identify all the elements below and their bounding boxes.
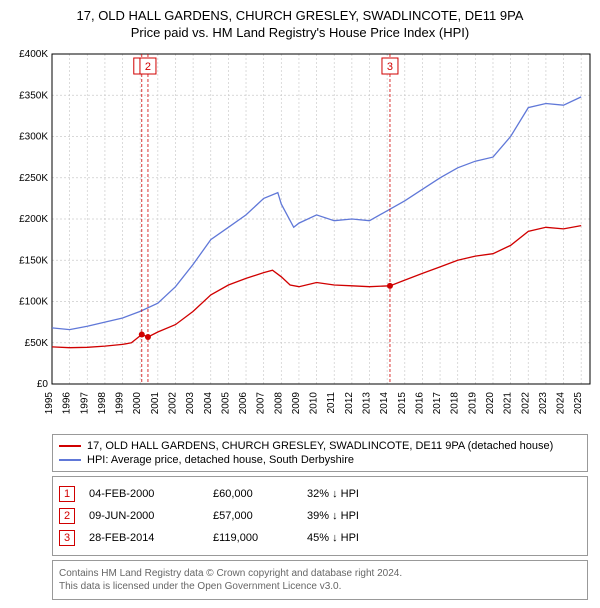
svg-text:2004: 2004 xyxy=(203,391,214,414)
svg-text:£250K: £250K xyxy=(19,173,48,184)
legend-swatch xyxy=(59,459,81,461)
svg-text:2: 2 xyxy=(145,61,151,73)
legend-label: 17, OLD HALL GARDENS, CHURCH GRESLEY, SW… xyxy=(87,440,553,452)
svg-text:2012: 2012 xyxy=(344,391,355,414)
svg-text:£100K: £100K xyxy=(19,296,48,307)
chart-svg: £0 £50K £100K £150K £200K £250K £300K £350K £400… xyxy=(4,48,596,428)
svg-text:1998: 1998 xyxy=(97,391,108,414)
svg-text:1995: 1995 xyxy=(44,391,55,414)
sale-marker-icon: 3 xyxy=(59,530,75,546)
svg-text:£50K: £50K xyxy=(25,338,49,349)
svg-text:2022: 2022 xyxy=(520,391,531,414)
svg-text:£350K: £350K xyxy=(19,90,48,101)
sale-diff: 39% ↓ HPI xyxy=(307,510,417,522)
svg-text:£150K: £150K xyxy=(19,255,48,266)
legend-label: HPI: Average price, detached house, Sout… xyxy=(87,454,354,466)
sale-marker-icon: 1 xyxy=(59,486,75,502)
svg-text:1999: 1999 xyxy=(115,391,126,414)
title-line-2: Price paid vs. HM Land Registry's House … xyxy=(4,25,596,42)
svg-text:£300K: £300K xyxy=(19,131,48,142)
sales-row: 3 28-FEB-2014 £119,000 45% ↓ HPI xyxy=(59,527,581,549)
sale-marker-icon: 2 xyxy=(59,508,75,524)
svg-text:£0: £0 xyxy=(37,379,49,390)
svg-text:2017: 2017 xyxy=(432,391,443,414)
svg-text:2013: 2013 xyxy=(362,391,373,414)
sale-price: £60,000 xyxy=(213,488,293,500)
svg-text:2007: 2007 xyxy=(256,391,267,414)
svg-text:2016: 2016 xyxy=(414,391,425,414)
svg-text:3: 3 xyxy=(387,61,393,73)
svg-text:2006: 2006 xyxy=(238,391,249,414)
svg-text:2025: 2025 xyxy=(573,391,584,414)
sales-row: 1 04-FEB-2000 £60,000 32% ↓ HPI xyxy=(59,483,581,505)
footer-note: Contains HM Land Registry data © Crown c… xyxy=(52,560,588,600)
sale-price: £57,000 xyxy=(213,510,293,522)
chart-container: 17, OLD HALL GARDENS, CHURCH GRESLEY, SW… xyxy=(0,0,600,608)
sale-price: £119,000 xyxy=(213,532,293,544)
svg-text:2011: 2011 xyxy=(326,391,337,413)
svg-text:2024: 2024 xyxy=(556,391,567,414)
svg-text:2001: 2001 xyxy=(150,391,161,414)
footer-line-2: This data is licensed under the Open Gov… xyxy=(59,580,581,593)
sale-date: 09-JUN-2000 xyxy=(89,510,199,522)
svg-text:2009: 2009 xyxy=(291,391,302,414)
title-line-1: 17, OLD HALL GARDENS, CHURCH GRESLEY, SW… xyxy=(4,8,596,25)
svg-text:2015: 2015 xyxy=(397,391,408,414)
svg-text:2020: 2020 xyxy=(485,391,496,414)
svg-text:2005: 2005 xyxy=(220,391,231,414)
svg-text:2002: 2002 xyxy=(167,391,178,414)
svg-text:2000: 2000 xyxy=(132,391,143,414)
sales-table: 1 04-FEB-2000 £60,000 32% ↓ HPI 2 09-JUN-2000… xyxy=(52,476,588,556)
svg-text:2010: 2010 xyxy=(309,391,320,414)
footer-line-1: Contains HM Land Registry data © Crown c… xyxy=(59,567,581,580)
svg-text:£200K: £200K xyxy=(19,214,48,225)
svg-text:2019: 2019 xyxy=(467,391,478,414)
svg-text:1996: 1996 xyxy=(62,391,73,414)
svg-text:2021: 2021 xyxy=(503,391,514,414)
sales-row: 2 09-JUN-2000 £57,000 39% ↓ HPI xyxy=(59,505,581,527)
svg-text:1997: 1997 xyxy=(79,391,90,414)
chart-area: £0 £50K £100K £150K £200K £250K £300K £350K £400… xyxy=(4,48,596,428)
svg-text:£400K: £400K xyxy=(19,49,48,60)
sale-date: 04-FEB-2000 xyxy=(89,488,199,500)
legend-box: 17, OLD HALL GARDENS, CHURCH GRESLEY, SW… xyxy=(52,434,588,472)
svg-text:2008: 2008 xyxy=(273,391,284,414)
sale-diff: 32% ↓ HPI xyxy=(307,488,417,500)
sale-diff: 45% ↓ HPI xyxy=(307,532,417,544)
title-block: 17, OLD HALL GARDENS, CHURCH GRESLEY, SW… xyxy=(4,8,596,42)
svg-text:2023: 2023 xyxy=(538,391,549,414)
legend-row: 17, OLD HALL GARDENS, CHURCH GRESLEY, SW… xyxy=(59,439,581,453)
sale-date: 28-FEB-2014 xyxy=(89,532,199,544)
svg-text:2003: 2003 xyxy=(185,391,196,414)
svg-text:2018: 2018 xyxy=(450,391,461,414)
svg-text:2014: 2014 xyxy=(379,391,390,414)
legend-row: HPI: Average price, detached house, Sout… xyxy=(59,453,581,467)
legend-swatch xyxy=(59,445,81,447)
